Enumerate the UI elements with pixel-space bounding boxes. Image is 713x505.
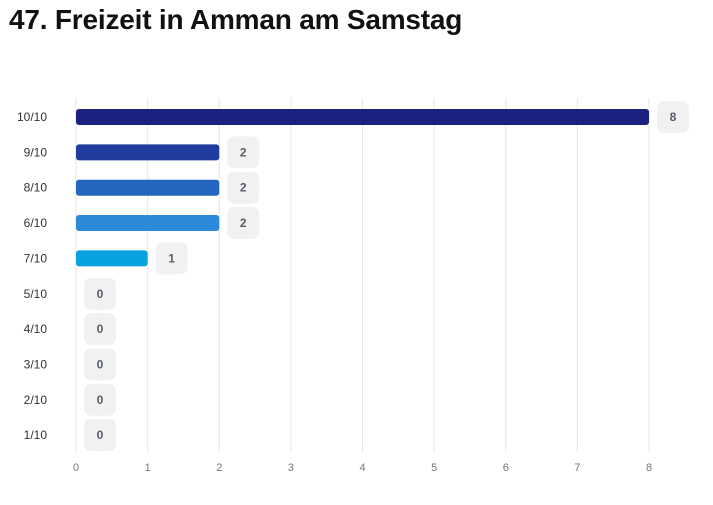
data-label: 0 [97, 428, 104, 442]
category-label: 8/10 [24, 181, 48, 195]
category-label: 9/10 [24, 145, 48, 159]
labels: 0 1 2 3 4 5 6 7 8 10/10 8 9/10 2 8/10 2 6/10 2 7/10 1 5/10 0… [17, 101, 689, 474]
category-label: 7/10 [24, 251, 48, 265]
value-badge [657, 101, 689, 133]
category-label: 6/10 [24, 216, 48, 230]
value-badge [155, 242, 188, 275]
category-label: 10/10 [17, 110, 47, 124]
category-label: 5/10 [24, 287, 48, 301]
bars [76, 109, 649, 267]
value-badge [227, 171, 260, 204]
bar [76, 250, 148, 267]
chart-title: 47. Freizeit in Amman am Samstag [9, 4, 463, 35]
bar [76, 144, 220, 161]
data-label: 2 [240, 145, 247, 159]
x-tick-label: 2 [216, 462, 222, 474]
category-label: 1/10 [24, 428, 48, 442]
x-tick-label: 4 [359, 462, 365, 474]
x-tick-label: 0 [73, 462, 79, 474]
value-badge [84, 277, 116, 310]
data-label: 0 [97, 357, 104, 371]
x-tick-label: 1 [145, 462, 151, 474]
data-label: 0 [97, 322, 104, 336]
category-label: 4/10 [24, 322, 48, 336]
data-label: 1 [168, 251, 175, 265]
value-badge [84, 313, 116, 346]
data-label: 2 [240, 216, 247, 230]
value-badge [84, 348, 116, 381]
value-badge [84, 419, 116, 452]
bar [76, 109, 649, 125]
data-label: 0 [97, 393, 104, 407]
x-tick-label: 7 [574, 462, 580, 474]
category-label: 3/10 [24, 357, 48, 371]
value-badge [84, 383, 116, 416]
value-badge [227, 207, 260, 240]
data-label: 8 [670, 110, 677, 124]
x-tick-label: 6 [503, 462, 509, 474]
category-label: 2/10 [24, 393, 48, 407]
bar [76, 179, 220, 196]
x-tick-label: 5 [431, 462, 437, 474]
x-tick-label: 8 [646, 462, 652, 474]
data-label: 2 [240, 181, 247, 195]
data-label: 0 [97, 287, 104, 301]
x-tick-label: 3 [288, 462, 294, 474]
bar [76, 215, 220, 232]
value-badge [227, 136, 260, 169]
